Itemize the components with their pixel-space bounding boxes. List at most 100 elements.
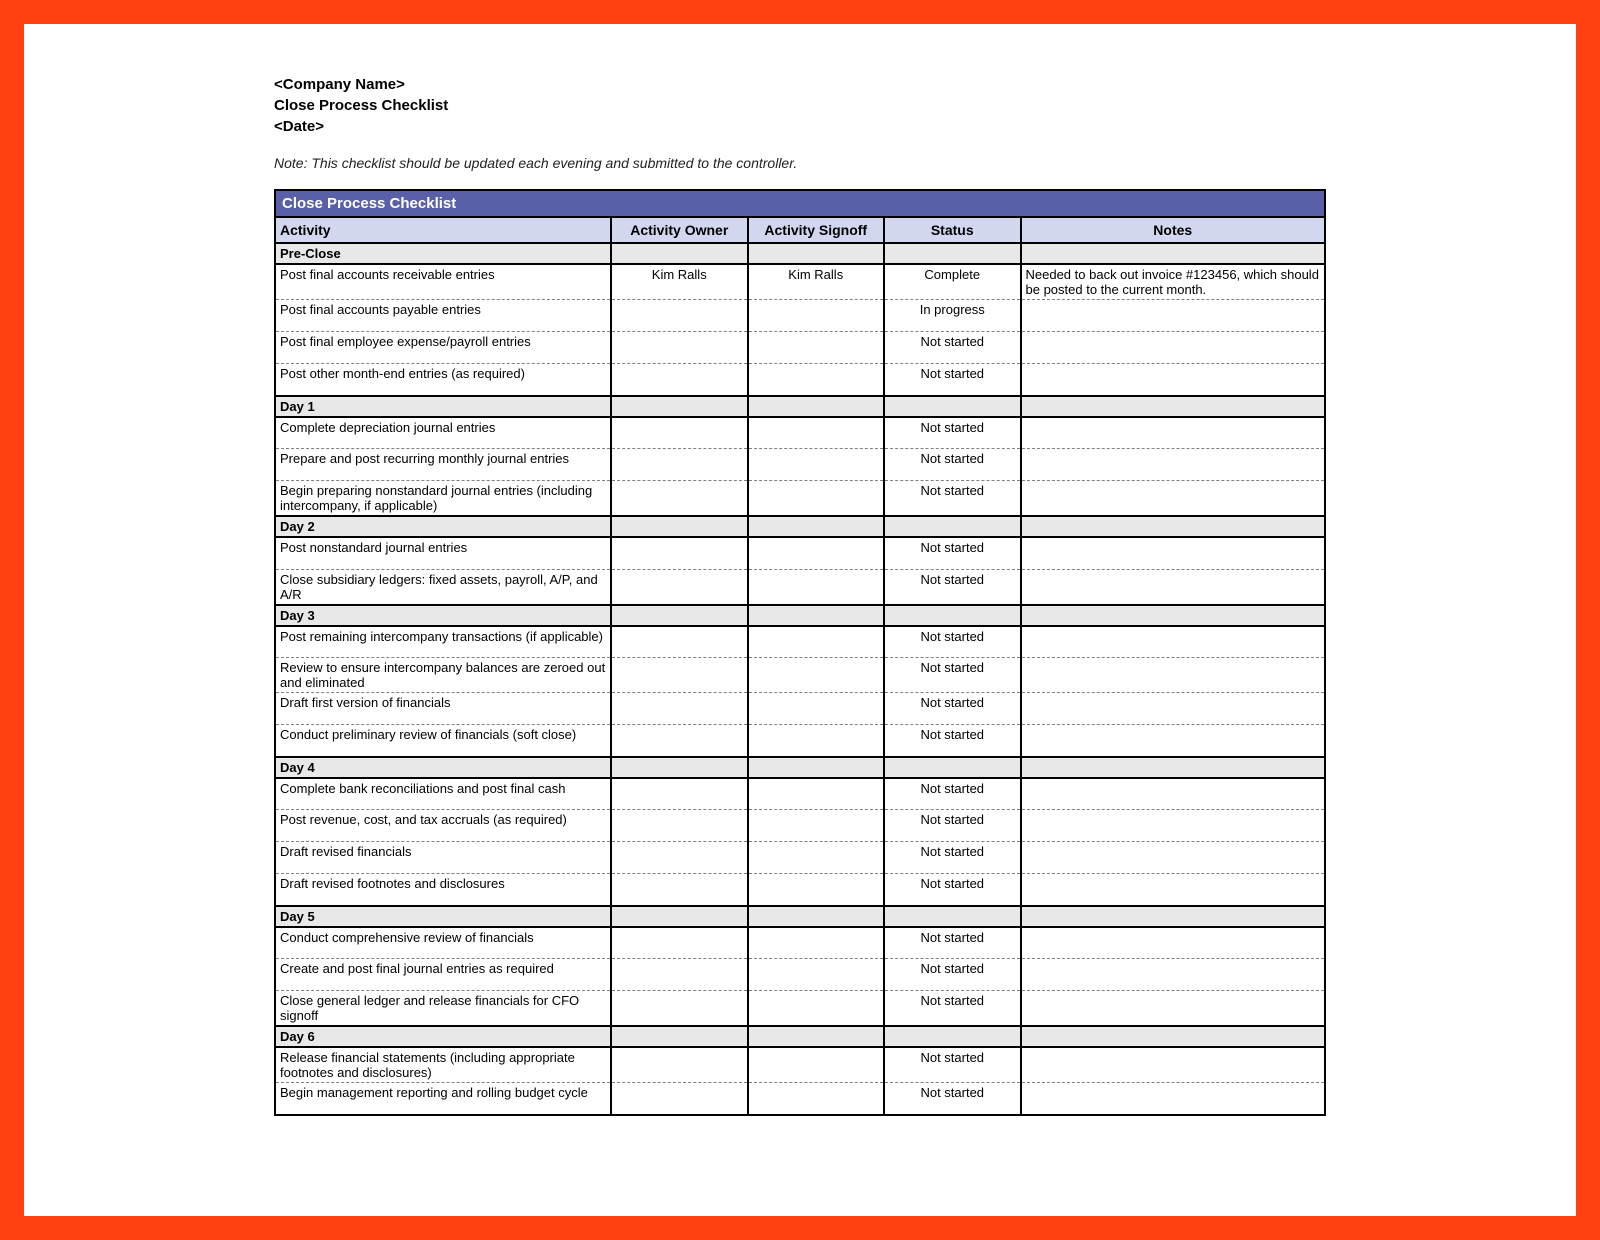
col-header-owner: Activity Owner: [611, 217, 748, 243]
cell-status: Not started: [884, 449, 1021, 481]
section-label-cell: Pre-Close: [275, 243, 611, 264]
cell-owner: [611, 449, 748, 481]
cell-activity: Begin management reporting and rolling b…: [275, 1083, 611, 1115]
checklist-body: Close Process Checklist Activity Activit…: [275, 190, 1325, 1115]
table-row: Post remaining intercompany transactions…: [275, 626, 1325, 658]
section-empty-cell: [1021, 757, 1326, 778]
cell-owner: [611, 725, 748, 757]
cell-notes: [1021, 1047, 1326, 1083]
cell-owner: [611, 658, 748, 693]
cell-activity: Draft revised financials: [275, 842, 611, 874]
cell-notes: [1021, 300, 1326, 332]
cell-signoff: [748, 725, 885, 757]
cell-signoff: [748, 300, 885, 332]
section-label-cell: Day 5: [275, 906, 611, 927]
section-empty-cell: [611, 605, 748, 626]
cell-status: Not started: [884, 959, 1021, 991]
cell-status: Not started: [884, 332, 1021, 364]
cell-activity: Complete bank reconciliations and post f…: [275, 778, 611, 810]
cell-notes: Needed to back out invoice #123456, whic…: [1021, 264, 1326, 300]
table-row: Complete depreciation journal entriesNot…: [275, 417, 1325, 449]
cell-owner: [611, 1047, 748, 1083]
cell-signoff: [748, 1047, 885, 1083]
cell-signoff: [748, 626, 885, 658]
cell-notes: [1021, 778, 1326, 810]
cell-owner: [611, 842, 748, 874]
cell-owner: [611, 810, 748, 842]
cell-activity: Post revenue, cost, and tax accruals (as…: [275, 810, 611, 842]
cell-notes: [1021, 1083, 1326, 1115]
cell-owner: [611, 569, 748, 605]
cell-notes: [1021, 693, 1326, 725]
cell-activity: Post remaining intercompany transactions…: [275, 626, 611, 658]
cell-signoff: Kim Ralls: [748, 264, 885, 300]
table-row: Close general ledger and release financi…: [275, 991, 1325, 1027]
section-empty-cell: [611, 243, 748, 264]
section-empty-cell: [884, 906, 1021, 927]
cell-notes: [1021, 842, 1326, 874]
section-empty-cell: [1021, 605, 1326, 626]
cell-notes: [1021, 927, 1326, 959]
cell-activity: Close subsidiary ledgers: fixed assets, …: [275, 569, 611, 605]
cell-status: Not started: [884, 778, 1021, 810]
cell-owner: [611, 626, 748, 658]
section-empty-cell: [611, 516, 748, 537]
cell-notes: [1021, 332, 1326, 364]
table-row: Create and post final journal entries as…: [275, 959, 1325, 991]
cell-owner: [611, 481, 748, 517]
cell-status: Not started: [884, 725, 1021, 757]
cell-status: Not started: [884, 569, 1021, 605]
cell-status: Not started: [884, 417, 1021, 449]
section-label-cell: Day 6: [275, 1026, 611, 1047]
table-row: Begin preparing nonstandard journal entr…: [275, 481, 1325, 517]
section-empty-cell: [884, 516, 1021, 537]
table-row: Conduct preliminary review of financials…: [275, 725, 1325, 757]
section-row: Pre-Close: [275, 243, 1325, 264]
section-empty-cell: [1021, 906, 1326, 927]
cell-activity: Begin preparing nonstandard journal entr…: [275, 481, 611, 517]
cell-status: Not started: [884, 481, 1021, 517]
section-row: Day 3: [275, 605, 1325, 626]
cell-owner: [611, 991, 748, 1027]
table-title-cell: Close Process Checklist: [275, 190, 1325, 217]
cell-activity: Post other month-end entries (as require…: [275, 364, 611, 396]
cell-notes: [1021, 959, 1326, 991]
section-empty-cell: [1021, 1026, 1326, 1047]
cell-owner: [611, 364, 748, 396]
note-line: Note: This checklist should be updated e…: [274, 155, 1326, 171]
cell-notes: [1021, 810, 1326, 842]
cell-owner: [611, 332, 748, 364]
cell-activity: Release financial statements (including …: [275, 1047, 611, 1083]
cell-notes: [1021, 481, 1326, 517]
col-header-notes: Notes: [1021, 217, 1326, 243]
cell-signoff: [748, 332, 885, 364]
section-label-cell: Day 4: [275, 757, 611, 778]
cell-notes: [1021, 537, 1326, 569]
col-header-status: Status: [884, 217, 1021, 243]
cell-status: Not started: [884, 991, 1021, 1027]
section-empty-cell: [748, 243, 885, 264]
table-header-row: Activity Activity Owner Activity Signoff…: [275, 217, 1325, 243]
cell-signoff: [748, 693, 885, 725]
date-placeholder: <Date>: [274, 116, 1326, 137]
table-row: Post final accounts receivable entriesKi…: [275, 264, 1325, 300]
section-label-cell: Day 2: [275, 516, 611, 537]
section-empty-cell: [748, 516, 885, 537]
section-empty-cell: [1021, 396, 1326, 417]
section-row: Day 1: [275, 396, 1325, 417]
table-row: Draft revised footnotes and disclosuresN…: [275, 874, 1325, 906]
cell-owner: [611, 300, 748, 332]
cell-owner: [611, 959, 748, 991]
table-row: Release financial statements (including …: [275, 1047, 1325, 1083]
section-empty-cell: [1021, 516, 1326, 537]
cell-notes: [1021, 626, 1326, 658]
section-empty-cell: [748, 1026, 885, 1047]
cell-status: Not started: [884, 626, 1021, 658]
document-header: <Company Name> Close Process Checklist <…: [274, 74, 1326, 137]
cell-signoff: [748, 991, 885, 1027]
cell-status: Not started: [884, 1047, 1021, 1083]
cell-signoff: [748, 481, 885, 517]
cell-signoff: [748, 449, 885, 481]
cell-activity: Draft revised footnotes and disclosures: [275, 874, 611, 906]
company-placeholder: <Company Name>: [274, 74, 1326, 95]
